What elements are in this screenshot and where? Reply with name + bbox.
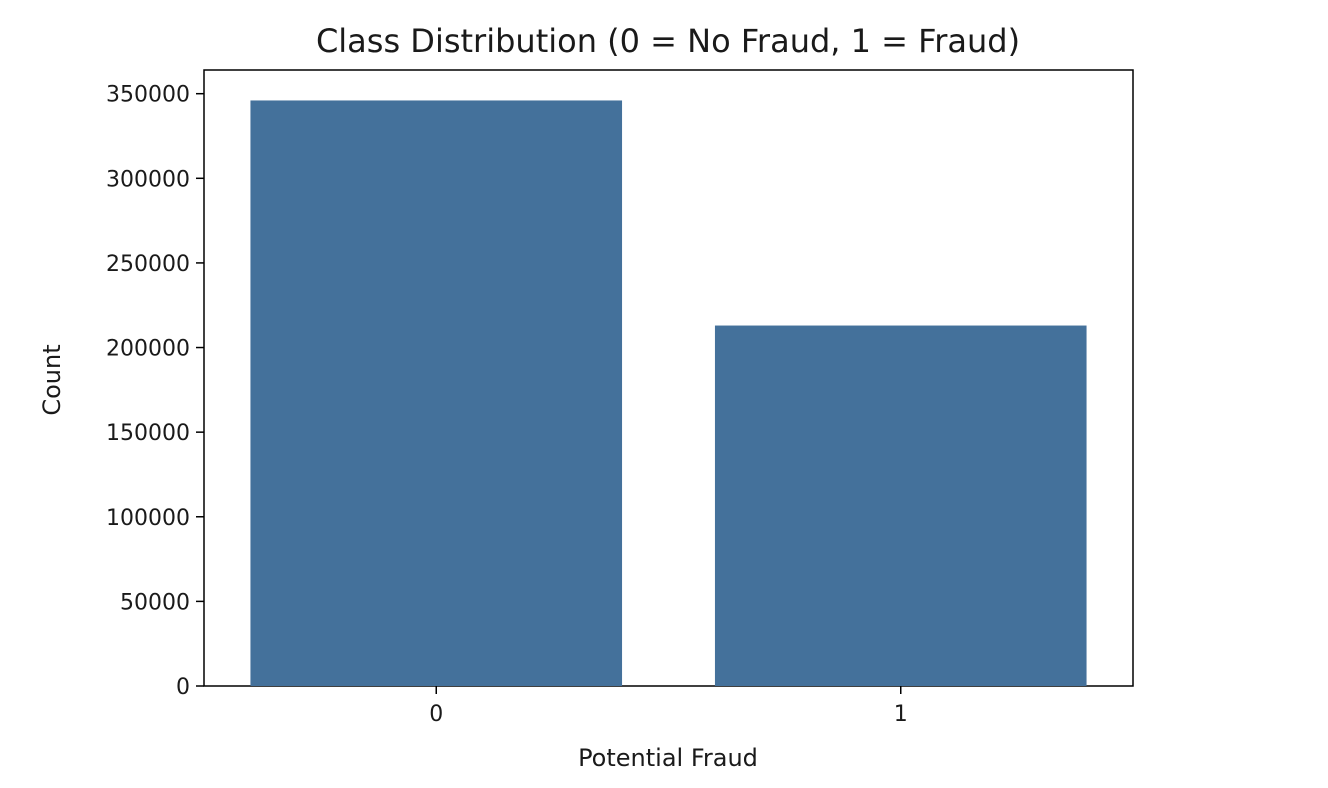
bar-0 <box>250 100 623 686</box>
x-tick-label: 1 <box>894 702 908 727</box>
bars-group <box>250 100 1087 686</box>
x-tick-label: 0 <box>429 702 443 727</box>
x-axis-label: Potential Fraud <box>578 744 758 772</box>
y-tick-label: 350000 <box>106 83 190 108</box>
y-axis-label: Count <box>38 344 66 415</box>
y-tick-label: 50000 <box>120 590 190 615</box>
y-axis: 0 50000 100000 150000 200000 250000 300000 3500… <box>106 83 204 700</box>
y-tick-label: 300000 <box>106 167 190 192</box>
y-tick-label: 0 <box>176 675 190 700</box>
plot-area <box>203 69 1134 687</box>
bar-1 <box>714 325 1087 686</box>
y-tick-label: 200000 <box>106 337 190 362</box>
y-tick-label: 250000 <box>106 252 190 277</box>
y-tick-label: 150000 <box>106 421 190 446</box>
y-tick-label: 100000 <box>106 506 190 531</box>
chart-title: Class Distribution (0 = No Fraud, 1 = Fr… <box>316 22 1020 60</box>
